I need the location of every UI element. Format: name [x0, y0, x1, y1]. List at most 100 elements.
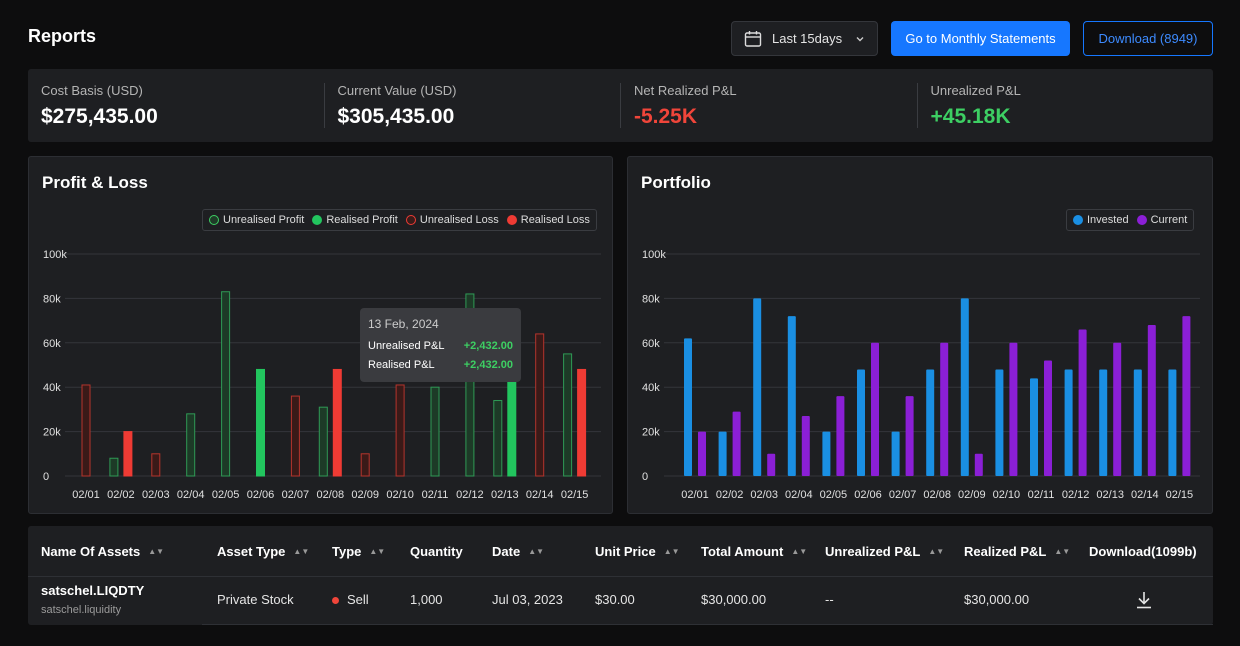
x-tick-label: 02/01: [72, 489, 100, 501]
column-header-name[interactable]: Name Of Assets ▲▼: [41, 544, 164, 559]
download-8949-button[interactable]: Download (8949): [1083, 21, 1213, 56]
bar-current: [1009, 342, 1018, 476]
panel-title: Profit & Loss: [42, 173, 148, 192]
pf-legend: Invested Current: [1066, 209, 1195, 231]
y-tick-label: 60k: [43, 338, 61, 350]
sort-icon[interactable]: ▲▼: [791, 547, 808, 556]
legend-item[interactable]: Realised Loss: [506, 214, 590, 226]
stat-value: +45.18K: [930, 105, 1011, 128]
bar-unrealised-loss: [81, 384, 91, 477]
sort-icon[interactable]: ▲▼: [293, 547, 310, 556]
legend-swatch: [312, 215, 323, 225]
bar-realised-loss: [332, 368, 342, 477]
header-label: Unit Price: [595, 544, 656, 559]
x-tick-label: 02/13: [491, 489, 519, 501]
bar-current: [905, 396, 914, 476]
legend-item[interactable]: Unrealised Profit: [209, 214, 304, 226]
column-header-asset-type[interactable]: Asset Type ▲▼: [217, 544, 309, 559]
bar-invested: [1099, 369, 1108, 476]
column-header-type[interactable]: Type ▲▼: [332, 544, 385, 559]
x-tick-label: 02/04: [785, 489, 813, 501]
unit-price-cell: $30.00: [595, 592, 635, 607]
header-label: Unrealized P&L: [825, 544, 921, 559]
bar-invested: [718, 431, 727, 476]
column-header-quantity: Quantity: [410, 544, 463, 559]
total-amount-cell: $30,000.00: [701, 592, 767, 607]
bar-realised-profit: [256, 368, 265, 477]
sort-icon[interactable]: ▲▼: [148, 547, 165, 556]
tooltip-label: Realised P&L: [368, 359, 435, 371]
type-cell: Sell: [332, 592, 369, 607]
column-header-realized[interactable]: Realized P&L ▲▼: [964, 544, 1070, 559]
chart-tooltip: 13 Feb, 2024 Unrealised P&L +2,432.00 Rea…: [360, 308, 521, 382]
page-title: Reports: [28, 26, 97, 46]
x-tick-label: 02/06: [854, 489, 882, 501]
x-tick-label: 02/14: [1131, 489, 1159, 501]
x-tick-label: 02/06: [247, 489, 275, 501]
assets-table: Name Of Assets ▲▼ Asset Type ▲▼ Type ▲▼ Qua…: [28, 526, 1213, 625]
legend-item[interactable]: Unrealised Loss: [405, 214, 499, 226]
bar-invested: [891, 431, 900, 476]
x-tick-label: 02/09: [351, 489, 379, 501]
bar-current: [698, 431, 706, 476]
legend-swatch: [506, 215, 517, 225]
bar-invested: [926, 369, 935, 476]
x-tick-label: 02/01: [681, 489, 709, 501]
stat-label: Unrealized P&L: [930, 83, 1021, 98]
type-label: Sell: [347, 592, 369, 607]
sort-icon[interactable]: ▲▼: [928, 547, 945, 556]
y-tick-label: 60k: [642, 338, 660, 350]
legend-item[interactable]: Realised Profit: [312, 214, 398, 226]
sort-icon[interactable]: ▲▼: [663, 547, 680, 556]
bar-unrealised-loss: [360, 453, 370, 477]
column-header-date[interactable]: Date ▲▼: [492, 544, 544, 559]
monthly-statements-button[interactable]: Go to Monthly Statements: [891, 21, 1070, 56]
legend-label: Unrealised Loss: [419, 214, 499, 226]
header-label: Realized P&L: [964, 544, 1047, 559]
y-tick-label: 20k: [642, 427, 660, 439]
y-tick-label: 80k: [642, 293, 660, 305]
bar-current: [1113, 342, 1122, 476]
x-tick-label: 02/10: [386, 489, 414, 501]
legend-swatch: [1073, 215, 1083, 225]
header-label: Date: [492, 544, 521, 559]
legend-item[interactable]: Current: [1136, 214, 1188, 226]
bar-current: [871, 342, 879, 476]
column-header-unit-price[interactable]: Unit Price ▲▼: [595, 544, 680, 559]
date-range-select[interactable]: Last 15days: [731, 21, 878, 56]
bar-invested: [857, 369, 865, 476]
bar-unrealised-profit: [221, 291, 231, 477]
y-tick-label: 100k: [642, 249, 666, 261]
bar-invested: [822, 431, 831, 476]
column-header-download: Download(1099b): [1089, 544, 1197, 559]
legend-label: Unrealised Profit: [223, 214, 305, 226]
realized-cell: $30,000.00: [964, 592, 1030, 607]
column-header-total-amount[interactable]: Total Amount ▲▼: [701, 544, 807, 559]
asset-name: satschel.LIQDTY: [41, 583, 145, 598]
bar-current: [1182, 316, 1191, 476]
asset-subtitle: satschel.liquidity: [41, 604, 122, 616]
x-tick-label: 02/15: [561, 489, 589, 501]
legend-item[interactable]: Invested: [1073, 214, 1129, 226]
bar-current: [732, 411, 741, 476]
sort-icon[interactable]: ▲▼: [1054, 547, 1071, 556]
sell-status-dot: [332, 597, 339, 605]
bar-invested: [960, 298, 969, 476]
sort-icon[interactable]: ▲▼: [528, 547, 545, 556]
stat-value: $305,435.00: [337, 105, 455, 128]
tooltip-label: Unrealised P&L: [368, 340, 445, 352]
stat-label: Current Value (USD): [337, 83, 457, 98]
bar-current: [1044, 360, 1052, 476]
download-icon[interactable]: [1134, 590, 1154, 610]
y-tick-label: 20k: [43, 427, 61, 439]
stat-unrealized: Unrealized P&L +45.18K: [918, 83, 1214, 128]
bar-unrealised-profit: [109, 457, 119, 477]
tooltip-value: +2,432.00: [463, 340, 513, 352]
sort-icon[interactable]: ▲▼: [369, 547, 386, 556]
legend-label: Current: [1150, 214, 1188, 226]
column-header-unrealized[interactable]: Unrealized P&L ▲▼: [825, 544, 944, 559]
stats-bar: Cost Basis (USD) $275,435.00 Current Val…: [28, 69, 1213, 142]
tooltip-date: 13 Feb, 2024: [368, 317, 439, 331]
date-cell: Jul 03, 2023: [492, 592, 563, 607]
legend-label: Realised Profit: [326, 214, 398, 226]
